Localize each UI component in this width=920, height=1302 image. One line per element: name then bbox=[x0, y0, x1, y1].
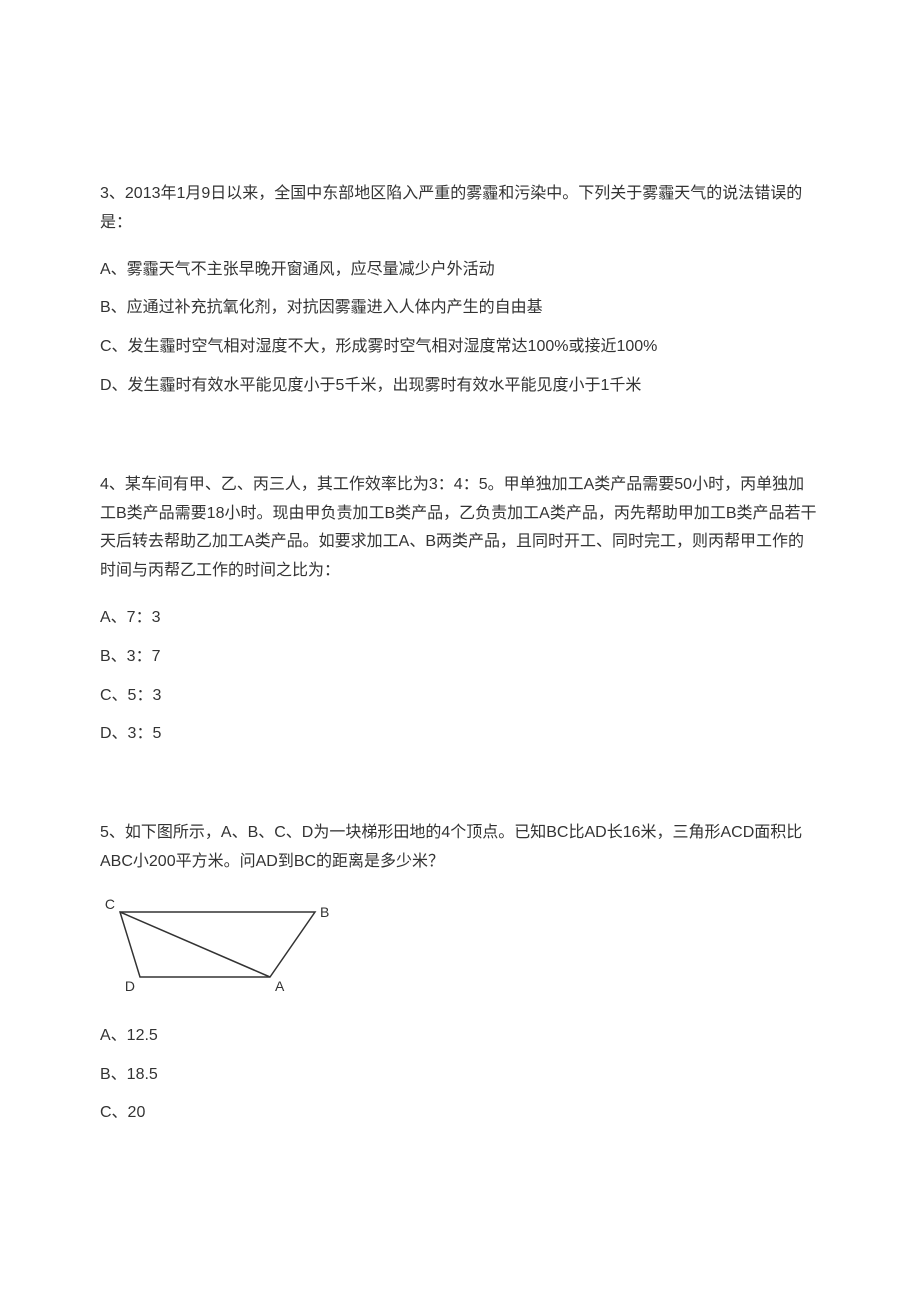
question-3-option-c: C、发生霾时空气相对湿度不大，形成雾时空气相对湿度常达100%或接近100% bbox=[100, 333, 820, 362]
question-5-option-b: B、18.5 bbox=[100, 1061, 820, 1090]
trapezoid-svg: C B D A bbox=[100, 897, 340, 997]
trapezoid-diagram: C B D A bbox=[100, 897, 820, 997]
question-4-option-c: C、5：3 bbox=[100, 682, 820, 711]
svg-text:B: B bbox=[320, 904, 329, 920]
question-5-option-a: A、12.5 bbox=[100, 1022, 820, 1051]
question-5-option-c: C、20 bbox=[100, 1099, 820, 1128]
question-5-text: 5、如下图所示，A、B、C、D为一块梯形田地的4个顶点。已知BC比AD长16米，… bbox=[100, 819, 820, 877]
question-5: 5、如下图所示，A、B、C、D为一块梯形田地的4个顶点。已知BC比AD长16米，… bbox=[100, 819, 820, 1128]
question-3-option-a: A、雾霾天气不主张早晚开窗通风，应尽量减少户外活动 bbox=[100, 256, 820, 285]
question-4: 4、某车间有甲、乙、丙三人，其工作效率比为3：4：5。甲单独加工A类产品需要50… bbox=[100, 471, 820, 749]
question-3-option-b: B、应通过补充抗氧化剂，对抗因雾霾进入人体内产生的自由基 bbox=[100, 294, 820, 323]
svg-text:D: D bbox=[125, 978, 135, 994]
question-3-option-d: D、发生霾时有效水平能见度小于5千米，出现雾时有效水平能见度小于1千米 bbox=[100, 372, 820, 401]
question-3: 3、2013年1月9日以来，全国中东部地区陷入严重的雾霾和污染中。下列关于雾霾天… bbox=[100, 180, 820, 401]
svg-text:A: A bbox=[275, 978, 285, 994]
question-3-text: 3、2013年1月9日以来，全国中东部地区陷入严重的雾霾和污染中。下列关于雾霾天… bbox=[100, 180, 820, 238]
question-4-option-b: B、3：7 bbox=[100, 643, 820, 672]
question-4-option-a: A、7：3 bbox=[100, 604, 820, 633]
question-4-text: 4、某车间有甲、乙、丙三人，其工作效率比为3：4：5。甲单独加工A类产品需要50… bbox=[100, 471, 820, 586]
question-4-option-d: D、3：5 bbox=[100, 720, 820, 749]
svg-text:C: C bbox=[105, 897, 115, 912]
